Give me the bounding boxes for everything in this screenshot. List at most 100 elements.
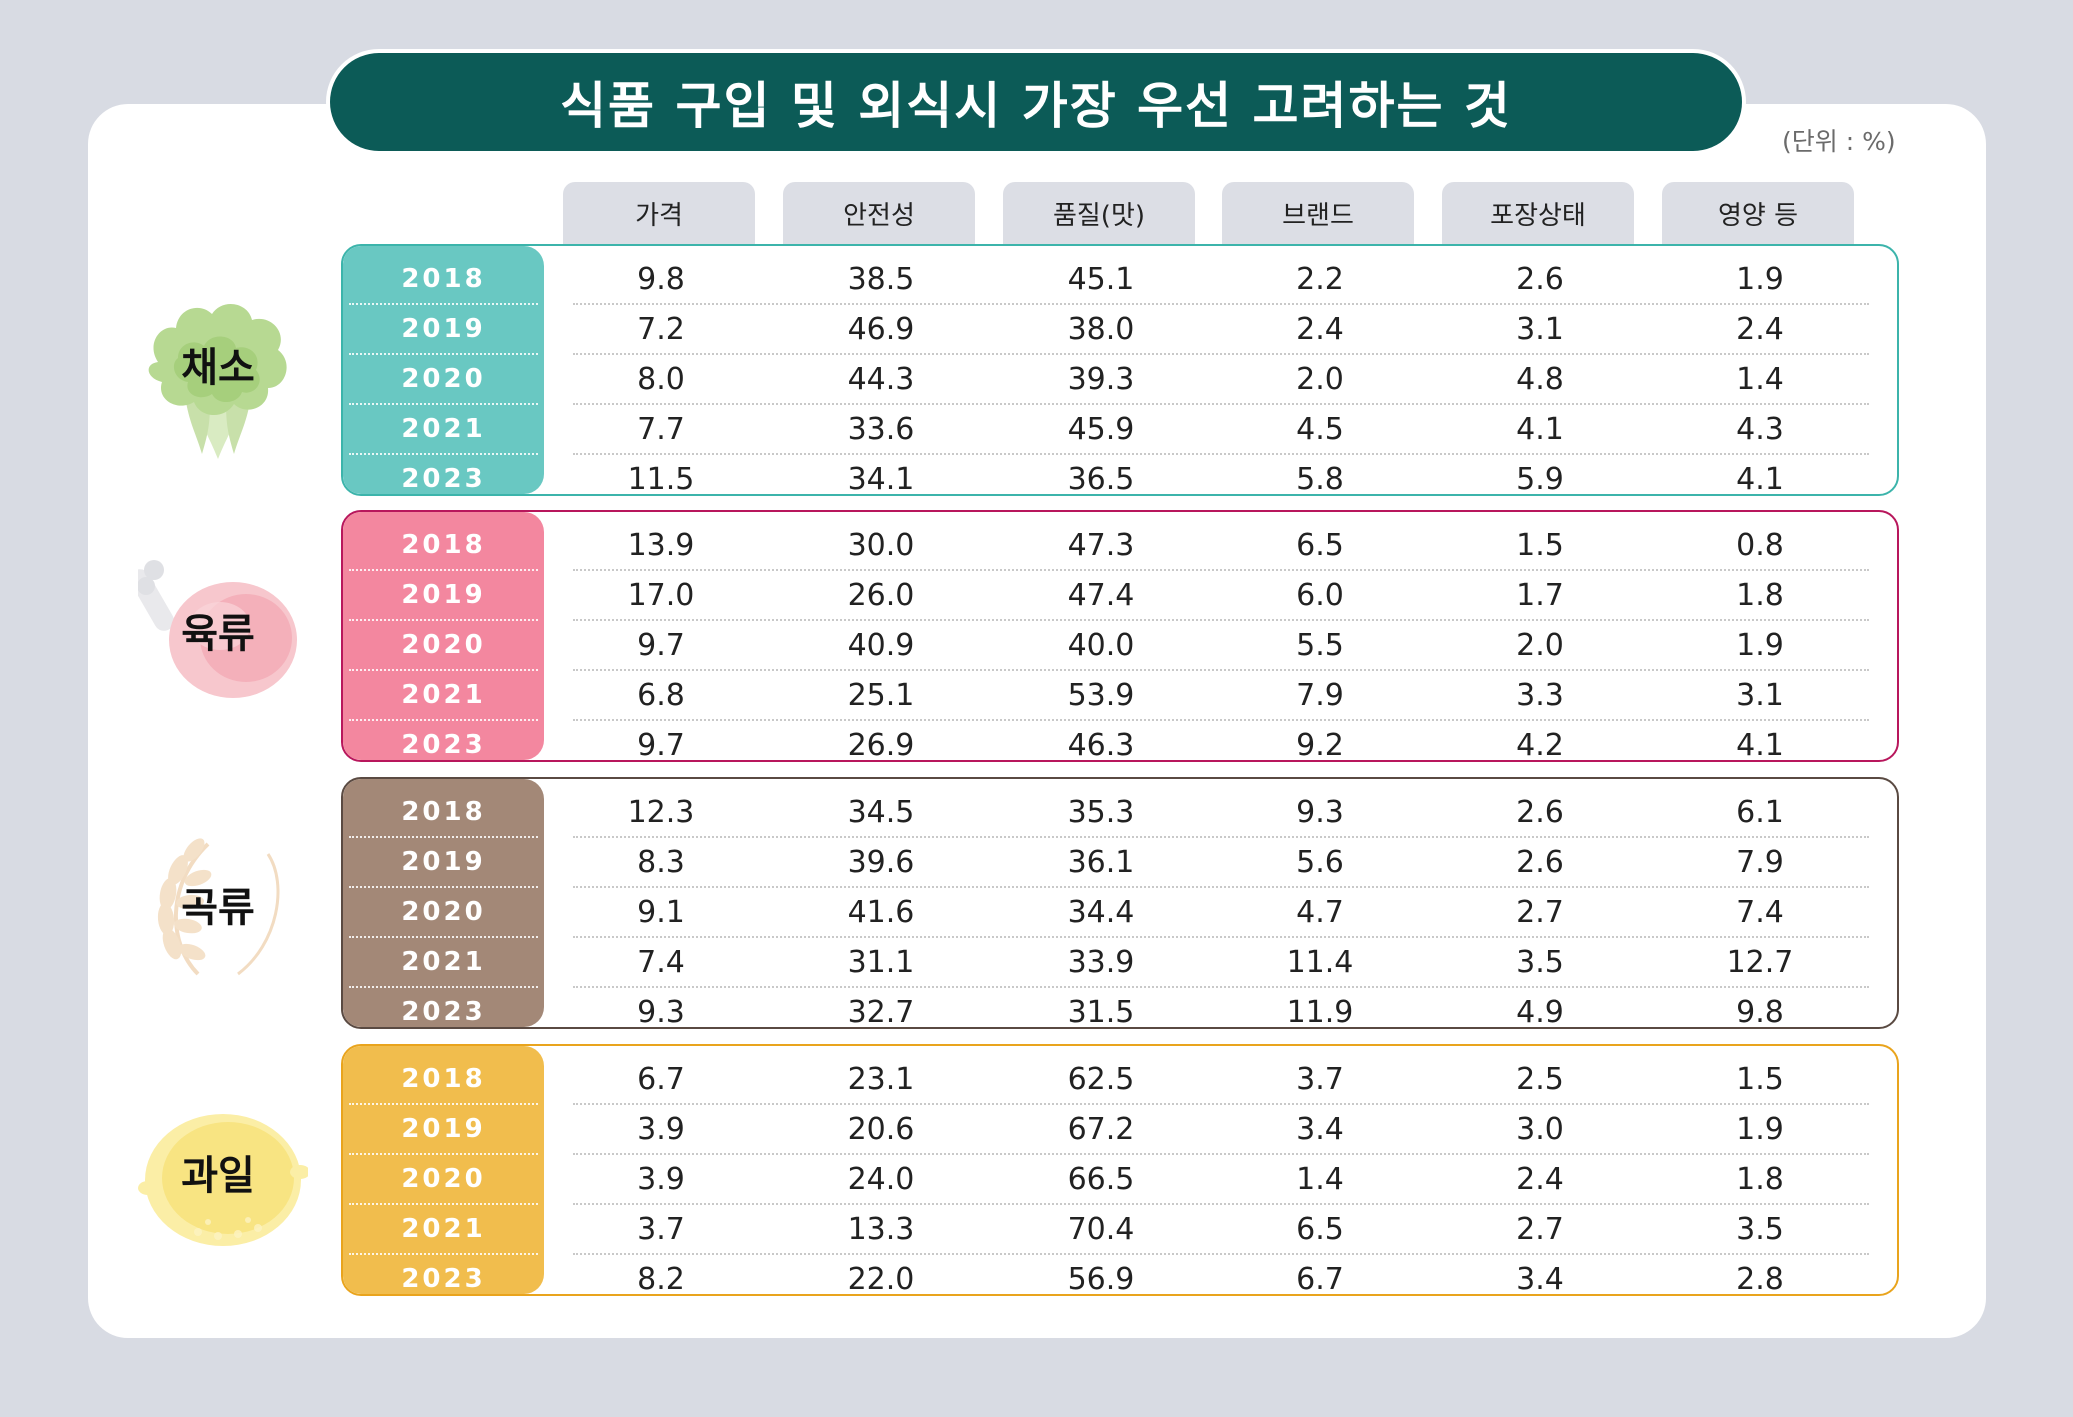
table-cell: 34.1 — [847, 461, 915, 496]
table-cell: 4.1 — [1736, 461, 1784, 496]
table-cell: 4.2 — [1516, 727, 1564, 762]
table-row: 2019 8.3 39.6 36.1 5.6 2.6 7.9 — [343, 837, 1897, 888]
row-divider — [573, 569, 1869, 571]
table-group: 2018 9.8 38.5 45.1 2.2 2.6 1.9 2019 7.2 46.9 38.0 2… — [341, 244, 1899, 496]
year-divider — [349, 669, 538, 671]
table-cell: 3.7 — [1296, 1061, 1344, 1097]
table-cell: 9.7 — [637, 727, 685, 762]
row-divider — [573, 1253, 1869, 1255]
table-cell: 2.0 — [1296, 361, 1344, 397]
table-cell: 20.6 — [847, 1111, 915, 1147]
table-cell: 5.6 — [1296, 844, 1344, 880]
row-divider — [573, 886, 1869, 888]
table-cell: 4.3 — [1736, 411, 1784, 447]
table-cell: 38.5 — [847, 261, 915, 297]
year-divider — [349, 986, 538, 988]
column-header: 안전성 — [783, 182, 975, 244]
table-cell: 3.0 — [1516, 1111, 1564, 1147]
row-divider — [573, 619, 1869, 621]
year-band — [343, 1046, 544, 1294]
year-label: 2018 — [401, 264, 486, 294]
table-cell: 67.2 — [1067, 1111, 1135, 1147]
unit-label: (단위 : %) — [1782, 127, 1896, 156]
table-cell: 32.7 — [847, 994, 915, 1029]
table-group: 2018 6.7 23.1 62.5 3.7 2.5 1.5 2019 3.9 20.6 67.2 3… — [341, 1044, 1899, 1296]
table-cell: 6.5 — [1296, 1211, 1344, 1247]
table-cell: 31.5 — [1067, 994, 1135, 1029]
year-label: 2023 — [401, 464, 486, 494]
table-cell: 1.5 — [1516, 527, 1564, 563]
table-cell: 3.1 — [1516, 311, 1564, 347]
table-cell: 4.1 — [1516, 411, 1564, 447]
row-divider — [573, 669, 1869, 671]
table-cell: 2.2 — [1296, 261, 1344, 297]
year-label: 2021 — [401, 680, 486, 710]
table-cell: 2.7 — [1516, 894, 1564, 930]
table-cell: 6.7 — [637, 1061, 685, 1097]
table-cell: 11.4 — [1286, 944, 1354, 980]
table-cell: 33.9 — [1067, 944, 1135, 980]
row-divider — [573, 986, 1869, 988]
category-label: 곡류 — [181, 885, 255, 931]
row-divider — [573, 1153, 1869, 1155]
table-cell: 6.7 — [1296, 1261, 1344, 1296]
table-row: 2023 11.5 34.1 36.5 5.8 5.9 4.1 — [343, 454, 1897, 496]
year-divider — [349, 1253, 538, 1255]
table-cell: 2.5 — [1516, 1061, 1564, 1097]
year-divider — [349, 1153, 538, 1155]
year-divider — [349, 453, 538, 455]
table-cell: 6.1 — [1736, 794, 1784, 830]
table-cell: 7.4 — [1736, 894, 1784, 930]
year-label: 2020 — [401, 630, 486, 660]
table-cell: 17.0 — [627, 577, 695, 613]
table-cell: 2.6 — [1516, 794, 1564, 830]
table-row: 2018 12.3 34.5 35.3 9.3 2.6 6.1 — [343, 787, 1897, 838]
table-cell: 3.5 — [1516, 944, 1564, 980]
year-label: 2021 — [401, 947, 486, 977]
table-cell: 3.9 — [637, 1161, 685, 1197]
table-row: 2021 7.4 31.1 33.9 11.4 3.5 12.7 — [343, 937, 1897, 988]
table-cell: 24.0 — [847, 1161, 915, 1197]
column-header: 포장상태 — [1442, 182, 1634, 244]
year-label: 2020 — [401, 897, 486, 927]
table-cell: 40.9 — [847, 627, 915, 663]
row-divider — [573, 303, 1869, 305]
table-cell: 39.6 — [847, 844, 915, 880]
category-2: 곡류 — [138, 824, 298, 984]
table-cell: 12.7 — [1726, 944, 1794, 980]
table-cell: 7.4 — [637, 944, 685, 980]
year-label: 2019 — [401, 314, 486, 344]
table-row: 2023 8.2 22.0 56.9 6.7 3.4 2.8 — [343, 1254, 1897, 1296]
year-divider — [349, 719, 538, 721]
table-cell: 46.3 — [1067, 727, 1135, 762]
table-row: 2020 3.9 24.0 66.5 1.4 2.4 1.8 — [343, 1154, 1897, 1205]
table-cell: 1.9 — [1736, 261, 1784, 297]
row-divider — [573, 936, 1869, 938]
table-cell: 31.1 — [847, 944, 915, 980]
table-cell: 62.5 — [1067, 1061, 1135, 1097]
table-cell: 38.0 — [1067, 311, 1135, 347]
table-cell: 3.4 — [1296, 1111, 1344, 1147]
table-cell: 1.9 — [1736, 1111, 1784, 1147]
year-label: 2023 — [401, 730, 486, 760]
table-row: 2021 3.7 13.3 70.4 6.5 2.7 3.5 — [343, 1204, 1897, 1255]
table-cell: 26.0 — [847, 577, 915, 613]
table-cell: 4.8 — [1516, 361, 1564, 397]
row-divider — [573, 453, 1869, 455]
table-row: 2023 9.7 26.9 46.3 9.2 4.2 4.1 — [343, 720, 1897, 762]
year-divider — [349, 1103, 538, 1105]
table-cell: 7.9 — [1296, 677, 1344, 713]
table-cell: 1.8 — [1736, 1161, 1784, 1197]
table-row: 2021 6.8 25.1 53.9 7.9 3.3 3.1 — [343, 670, 1897, 721]
page-title: 식품 구입 및 외식시 가장 우선 고려하는 것 — [560, 77, 1512, 135]
category-3: 과일 — [138, 1092, 308, 1252]
table-cell: 6.0 — [1296, 577, 1344, 613]
year-divider — [349, 1203, 538, 1205]
year-label: 2023 — [401, 997, 486, 1027]
table-cell: 2.7 — [1516, 1211, 1564, 1247]
table-cell: 70.4 — [1067, 1211, 1135, 1247]
title-bar: 식품 구입 및 외식시 가장 우선 고려하는 것 — [330, 53, 1742, 151]
table-group: 2018 13.9 30.0 47.3 6.5 1.5 0.8 2019 17.0 26.0 47.… — [341, 510, 1899, 762]
year-divider — [349, 936, 538, 938]
table-cell: 4.7 — [1296, 894, 1344, 930]
